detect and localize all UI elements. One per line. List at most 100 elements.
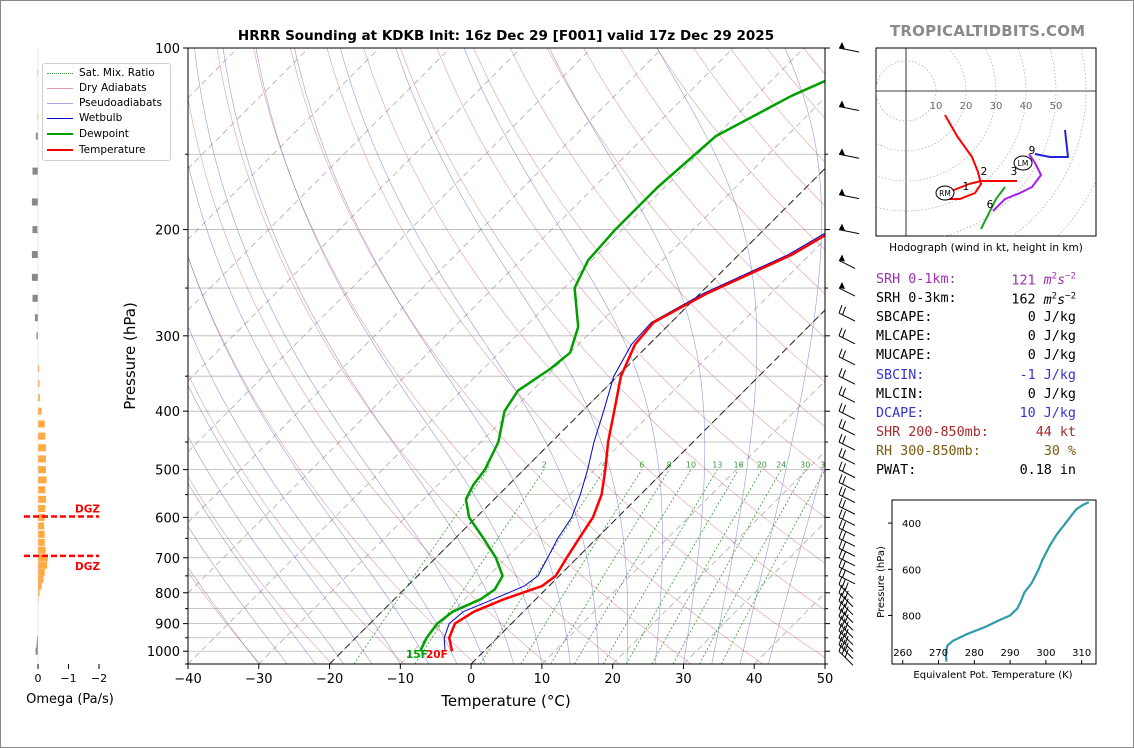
barb-shaft xyxy=(838,259,856,269)
dry-adiabat xyxy=(400,48,825,564)
barb-feather xyxy=(838,530,843,539)
hodo-ring xyxy=(943,48,1057,236)
omega-bar xyxy=(32,294,38,302)
mixing-ratio-label: 36 xyxy=(820,461,830,470)
parameter-unit: m2s−2 xyxy=(1043,291,1076,308)
isotherm-line xyxy=(188,48,734,594)
theta-e-x-tick-label: 300 xyxy=(1036,648,1055,659)
parameter-value: 0.18 in xyxy=(1020,463,1076,478)
wind-barb xyxy=(838,223,860,235)
wind-barb xyxy=(838,368,856,385)
mixing-ratio-label: 30 xyxy=(800,461,810,470)
omega-bar xyxy=(38,513,45,521)
barb-feather xyxy=(844,621,849,630)
omega-bar xyxy=(36,332,38,340)
hodo-height-label: 6 xyxy=(987,199,994,211)
barb-shaft xyxy=(838,47,860,53)
barb-feather xyxy=(841,611,846,620)
parameter-row: SBCAPE: 0 J/kg xyxy=(876,310,1076,329)
barb-feather xyxy=(841,595,846,605)
legend-item-dewpoint: Dewpoint xyxy=(47,127,129,141)
barb-shaft xyxy=(838,547,856,557)
storm-motion-label: LM xyxy=(1018,159,1029,168)
skewt-legend: Sat. Mix. Ratio Dry Adiabats Pseudoadiab… xyxy=(42,63,171,161)
wind-barb xyxy=(838,304,856,322)
y-tick-label: 500 xyxy=(155,464,180,479)
barb-feather xyxy=(842,521,846,531)
omega-bar xyxy=(38,420,45,428)
parameter-number: 162 xyxy=(1011,292,1036,308)
omega-bar xyxy=(38,476,47,484)
omega-bar xyxy=(38,486,46,494)
omega-bar xyxy=(38,444,46,452)
parameter-value: 0 J/kg xyxy=(1028,329,1076,344)
parameter-value: 162 m2s−2 xyxy=(1011,291,1076,307)
mixing-ratio-line xyxy=(721,469,825,664)
pseudoadiabat xyxy=(222,48,514,664)
theta-e-x-tick-label: 310 xyxy=(1072,648,1091,659)
wind-barb xyxy=(838,636,854,659)
wind-barb xyxy=(838,418,856,436)
omega-bar xyxy=(38,432,46,440)
barb-shaft xyxy=(838,455,856,465)
omega-x-tick-label: −2 xyxy=(91,672,107,685)
legend-item-wetbulb: Wetbulb xyxy=(47,111,122,125)
mixing-ratio-label: 10 xyxy=(686,461,696,470)
barb-feather xyxy=(842,404,846,414)
barb-feather xyxy=(841,603,846,612)
parameter-number: 0 xyxy=(1027,386,1036,402)
parameter-unit: kt xyxy=(1059,424,1076,440)
hodo-ring xyxy=(876,48,1027,212)
pseudoadiabat xyxy=(656,48,758,664)
dry-adiabat xyxy=(253,48,692,664)
theta-e-y-tick-label: 600 xyxy=(902,565,921,576)
dry-adiabat xyxy=(188,571,261,664)
isotherm-line xyxy=(188,48,522,382)
omega-bar xyxy=(32,226,38,234)
legend-swatch xyxy=(47,87,73,89)
wind-barb xyxy=(838,348,856,366)
hodograph-caption: Hodograph (wind in kt, height in km) xyxy=(889,242,1083,254)
legend-item-temperature: Temperature xyxy=(47,143,146,157)
barb-feather xyxy=(838,461,843,470)
hodo-ring xyxy=(1012,48,1087,236)
mixing-ratio-line xyxy=(520,469,643,664)
barb-shaft xyxy=(838,410,856,420)
profile-dewpoint xyxy=(419,79,825,652)
parameter-label: MLCIN: xyxy=(876,386,925,402)
hodo-height-label: 3 xyxy=(1011,166,1018,178)
barb-pennant xyxy=(839,188,845,196)
hodograph-border xyxy=(875,47,1097,237)
parameter-row: SBCIN: -1 J/kg xyxy=(876,368,1076,387)
y-tick-label: 600 xyxy=(155,511,180,526)
barb-shaft xyxy=(838,516,856,526)
hodo-trace xyxy=(980,186,1006,230)
dry-adiabat xyxy=(188,97,548,664)
y-tick-label: 100 xyxy=(155,42,180,57)
parameter-unit: % xyxy=(1067,443,1076,459)
omega-bar xyxy=(38,455,46,463)
barb-shaft xyxy=(838,505,856,515)
barb-feather xyxy=(838,608,843,617)
barb-feather xyxy=(842,475,846,485)
pseudoadiabat xyxy=(739,48,822,664)
parameter-row: PWAT: 0.18 in xyxy=(876,463,1076,482)
wind-barb xyxy=(838,148,860,159)
barb-feather xyxy=(841,646,846,655)
omega-bar xyxy=(38,394,40,402)
hodo-height-label: 2 xyxy=(981,166,988,178)
barb-feather xyxy=(838,592,843,601)
hodo-trace xyxy=(1034,129,1069,158)
parameter-value: 0 J/kg xyxy=(1028,310,1076,325)
mixing-ratio-line xyxy=(626,469,739,664)
dry-adiabat xyxy=(363,48,825,611)
barb-shaft xyxy=(838,335,856,345)
legend-swatch xyxy=(47,102,73,104)
barb-shaft xyxy=(838,229,860,235)
x-tick-label: −30 xyxy=(245,672,272,687)
pseudoadiabat xyxy=(194,48,486,664)
pseudoadiabat xyxy=(768,460,825,664)
theta-e-y-tick-label: 800 xyxy=(902,611,921,622)
barb-pennant xyxy=(839,148,845,156)
